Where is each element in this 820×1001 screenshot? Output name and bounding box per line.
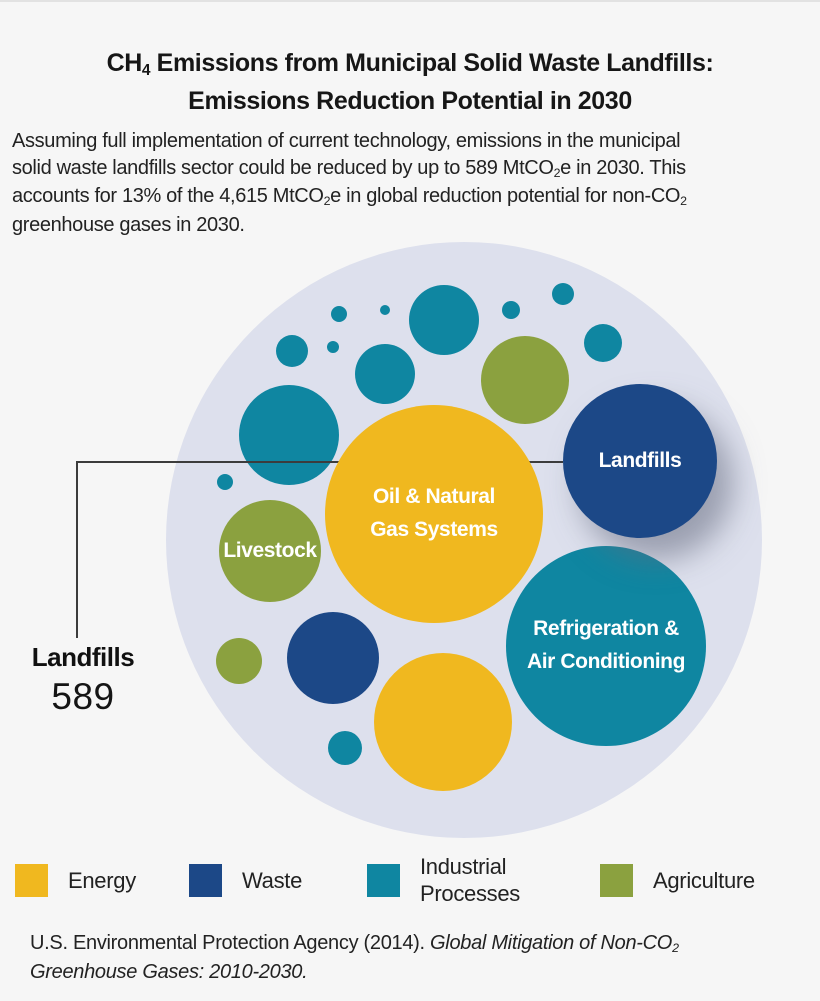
legend-swatch-industrial-processes bbox=[367, 863, 400, 897]
page-title: CH4 Emissions from Municipal Solid Waste… bbox=[0, 46, 820, 118]
legend-label-agriculture: Agriculture bbox=[653, 867, 755, 893]
legend-item-energy: Energy bbox=[15, 857, 136, 903]
bubble-industrial-processes bbox=[331, 306, 347, 322]
bubble-industrial-processes bbox=[584, 324, 622, 362]
bubble-industrial-processes bbox=[355, 344, 415, 404]
bubble-refrigeration-air-conditioning: Refrigeration & Air Conditioning bbox=[506, 546, 706, 746]
intro-paragraph: Assuming full implementation of current … bbox=[12, 130, 687, 236]
callout-label: Landfills bbox=[31, 642, 135, 672]
bubble-label-landfills: Landfills bbox=[598, 448, 682, 472]
bubble-industrial-processes bbox=[502, 301, 520, 319]
bubble-industrial-processes bbox=[328, 731, 362, 765]
source-citation: U.S. Environmental Protection Agency (20… bbox=[30, 932, 679, 983]
legend-label-industrial-processes: Industrial Processes bbox=[420, 854, 521, 906]
bubble-label-oil-natural-gas-systems: Oil & Natural Gas Systems bbox=[370, 485, 498, 541]
legend-item-waste: Waste bbox=[189, 857, 302, 903]
page-title-line2: Emissions Reduction Potential in 2030 bbox=[188, 87, 632, 115]
callout-line-horizontal bbox=[77, 461, 563, 463]
bubble-industrial-processes bbox=[380, 305, 390, 315]
bubble-agriculture bbox=[481, 336, 569, 424]
bubble-industrial-processes bbox=[327, 341, 339, 353]
bubble-label-livestock: Livestock bbox=[223, 538, 317, 562]
legend-label-waste: Waste bbox=[242, 867, 303, 893]
bubble-industrial-processes bbox=[276, 335, 308, 367]
bubble-oil-natural-gas-systems: Oil & Natural Gas Systems bbox=[325, 405, 543, 623]
legend-item-agriculture: Agriculture bbox=[600, 857, 755, 903]
legend-swatch-agriculture bbox=[600, 863, 633, 897]
bubble-industrial-processes bbox=[217, 474, 233, 490]
bubble-industrial-processes bbox=[239, 385, 339, 485]
callout-line-vertical bbox=[76, 461, 78, 638]
bubble-agriculture bbox=[216, 638, 262, 684]
bubble-livestock: Livestock bbox=[219, 500, 321, 602]
bubble-landfills: Landfills bbox=[563, 384, 717, 538]
page-title-line1: CH4 Emissions from Municipal Solid Waste… bbox=[106, 49, 714, 80]
legend-swatch-waste bbox=[189, 863, 222, 897]
legend-label-energy: Energy bbox=[68, 867, 136, 893]
bubble-industrial-processes bbox=[552, 283, 574, 305]
bubble-industrial-processes bbox=[409, 285, 479, 355]
callout-value: 589 bbox=[51, 676, 115, 717]
bubble-label-refrigeration-air-conditioning: Refrigeration & Air Conditioning bbox=[526, 617, 686, 673]
bubble-energy bbox=[374, 653, 512, 791]
bubble-waste bbox=[287, 612, 379, 704]
legend-item-industrial-processes: Industrial Processes bbox=[367, 854, 520, 906]
legend-swatch-energy bbox=[15, 863, 48, 897]
